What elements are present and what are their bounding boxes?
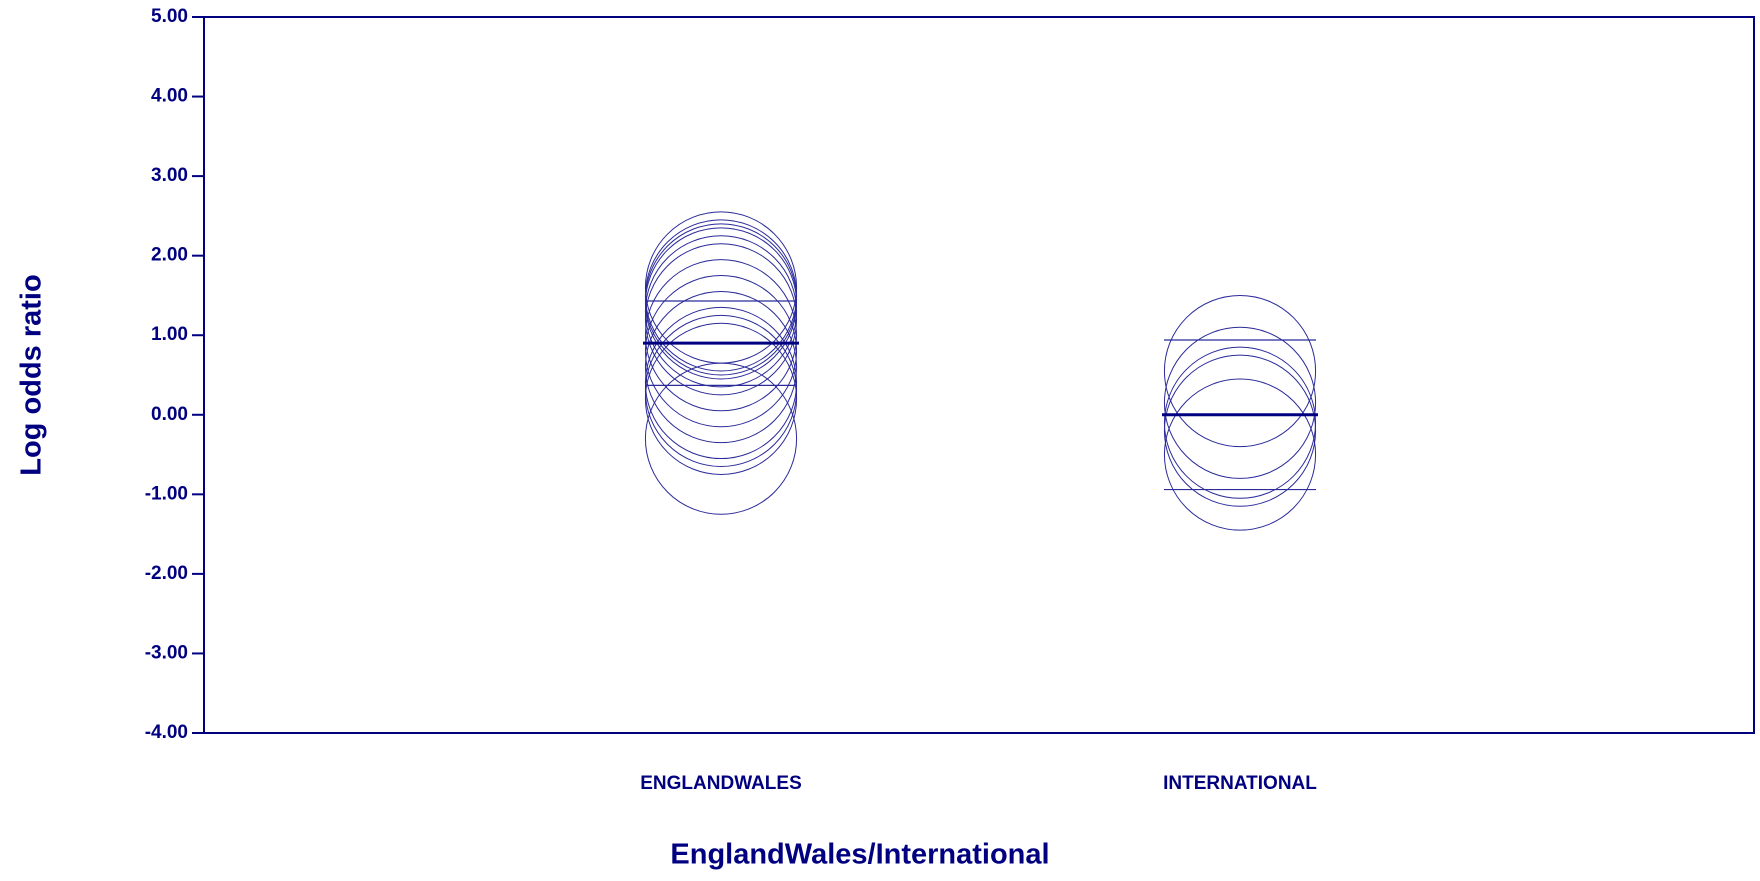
study-circle — [1163, 294, 1317, 448]
study-circle — [644, 314, 798, 467]
study-circle — [644, 306, 798, 460]
study-circle — [1163, 346, 1317, 499]
y-tick-label: 1.00 — [151, 324, 188, 345]
study-circle — [644, 290, 798, 444]
study-circle — [644, 219, 798, 372]
y-axis-title: Log odds ratio — [16, 274, 48, 475]
plot-frame — [203, 16, 1755, 734]
study-circle — [644, 259, 798, 412]
y-tick-label: -4.00 — [145, 722, 188, 743]
y-tick-label: -3.00 — [145, 642, 188, 663]
study-circle — [644, 223, 798, 376]
x-tick-label: INTERNATIONAL — [1163, 773, 1317, 794]
study-circle — [644, 322, 798, 475]
x-axis-title: EnglandWales/International — [670, 839, 1049, 871]
x-tick-label: ENGLANDWALES — [640, 773, 802, 794]
y-tick-label: 0.00 — [151, 404, 188, 425]
study-circle — [644, 243, 798, 396]
y-tick-label: 4.00 — [151, 86, 188, 107]
study-circle — [644, 227, 798, 380]
study-circle — [644, 235, 798, 388]
study-circle — [1163, 326, 1317, 479]
y-tick-label: 2.00 — [151, 245, 188, 266]
study-circle — [644, 211, 798, 364]
y-tick-label: 3.00 — [151, 165, 188, 186]
study-circle — [644, 362, 798, 515]
y-tick-label: 5.00 — [151, 6, 188, 27]
study-circle — [1163, 378, 1317, 531]
study-circle — [1163, 354, 1317, 507]
study-circle — [644, 275, 798, 428]
y-tick-label: -1.00 — [145, 483, 188, 504]
y-tick-label: -2.00 — [145, 563, 188, 584]
